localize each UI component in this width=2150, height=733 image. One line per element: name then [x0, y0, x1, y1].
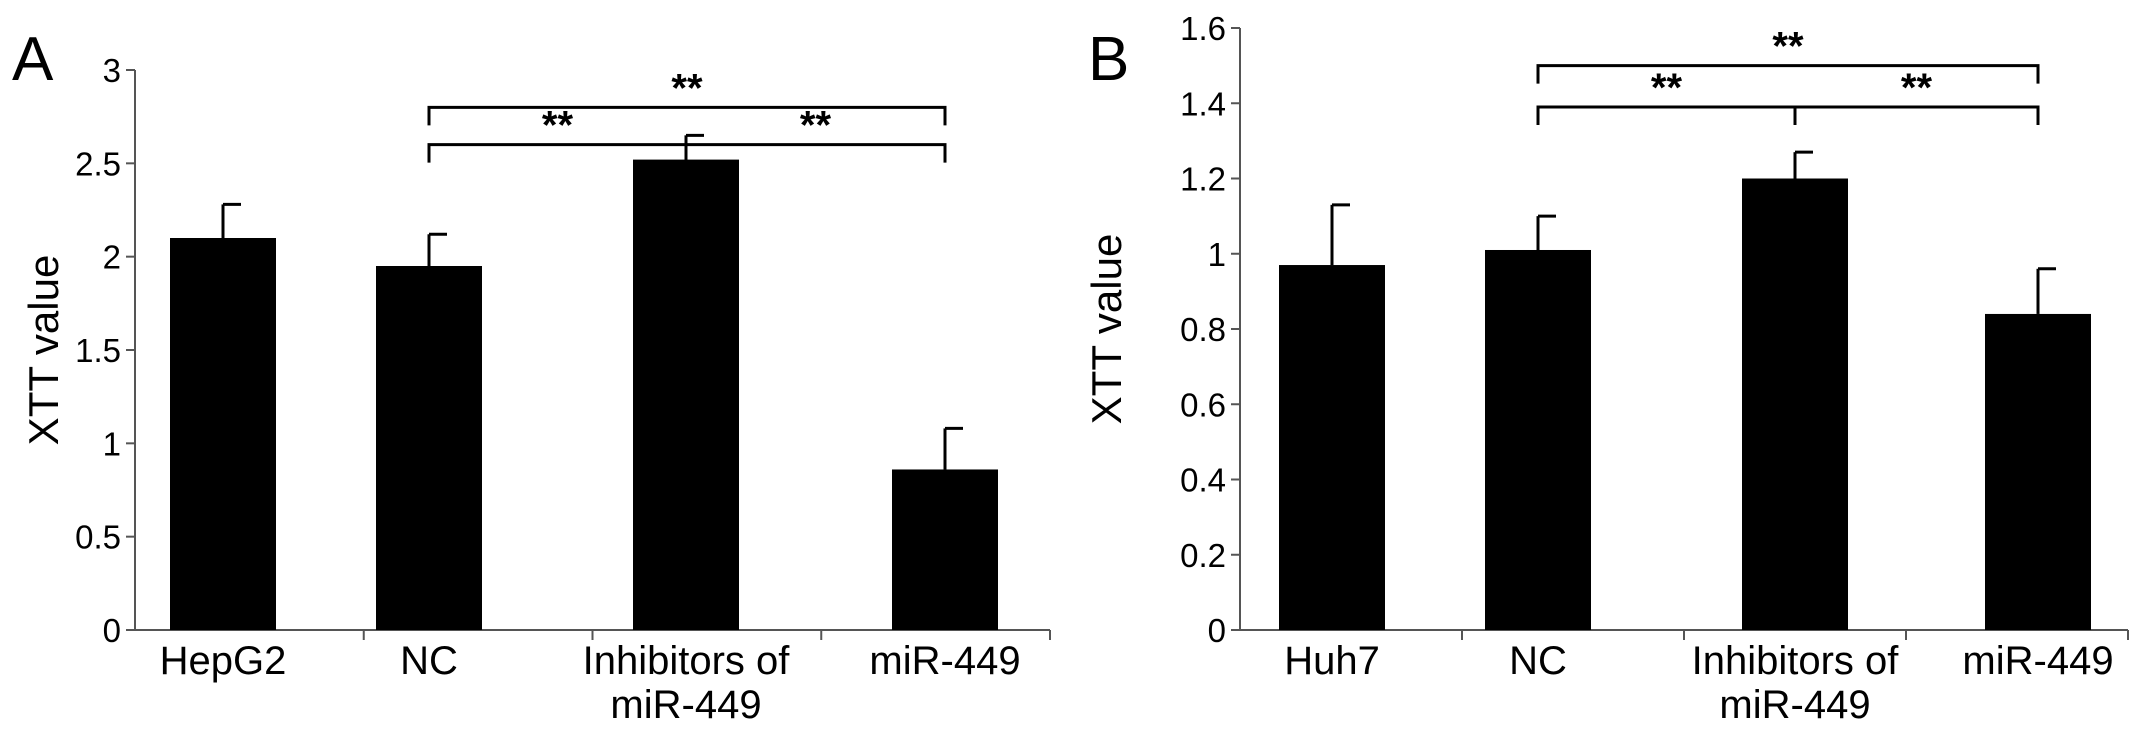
bar: [1279, 265, 1385, 630]
x-category-label: HepG2: [160, 639, 287, 683]
y-tick-label: 0.6: [1180, 386, 1226, 423]
y-tick-label: 2.5: [75, 145, 121, 182]
x-category-label: Inhibitors of miR-449: [583, 639, 791, 727]
significance-bracket: [1536, 64, 2040, 84]
significance-label: **: [1772, 25, 1804, 69]
x-category-label: Huh7: [1284, 639, 1380, 683]
significance-bracket: [684, 143, 947, 163]
panel-b: B XTT value 0 0.2 0.4 0.6 0.8 1 1.2 1.4 1.6 Huh7 NC I…: [1083, 10, 2129, 727]
panel-a: A XTT value 0 0.5 1 1.5 2 2.5 3 HepG2 NC Inhibitors…: [12, 25, 1051, 727]
x-category-label: miR-449: [1962, 639, 2113, 683]
y-tick-label: 0: [103, 612, 121, 649]
y-tick-label: 1.5: [75, 332, 121, 369]
panel-letter: B: [1088, 25, 1129, 94]
significance-label: **: [1901, 66, 1933, 110]
significance-bracket: [1793, 105, 2040, 126]
bar: [633, 159, 739, 630]
significance-label: **: [800, 104, 832, 148]
bar: [1742, 178, 1848, 630]
x-category-label: NC: [400, 639, 458, 683]
y-axis-title: XTT value: [20, 255, 67, 446]
x-category-label: miR-449: [869, 639, 1020, 683]
y-tick-label: 3: [103, 52, 121, 89]
x-category-label: Inhibitors of miR-449: [1692, 639, 1900, 727]
significance-label: **: [542, 104, 574, 148]
panel-letter: A: [12, 25, 54, 94]
significance-bracket: [427, 105, 947, 126]
y-tick-label: 1.6: [1180, 10, 1226, 47]
significance-label: **: [1651, 66, 1683, 110]
y-tick-label: 2: [103, 239, 121, 276]
bar: [1485, 249, 1591, 631]
y-tick-label: 0: [1208, 612, 1226, 649]
y-tick-label: 1: [1208, 236, 1226, 273]
y-tick-label: 0.5: [75, 519, 121, 556]
bar: [170, 238, 276, 630]
y-tick-label: 0.4: [1180, 462, 1226, 499]
y-tick-label: 1: [103, 425, 121, 462]
y-tick-label: 0.2: [1180, 537, 1226, 574]
bar: [376, 266, 482, 630]
y-tick-label: 0.8: [1180, 311, 1226, 348]
y-axis-title: XTT value: [1083, 234, 1130, 425]
x-category-label: NC: [1509, 639, 1567, 683]
bar: [892, 469, 998, 630]
significance-label: **: [671, 66, 703, 110]
y-tick-label: 1.4: [1180, 85, 1226, 122]
bar: [1985, 313, 2091, 630]
y-tick-label: 1.2: [1180, 161, 1226, 198]
